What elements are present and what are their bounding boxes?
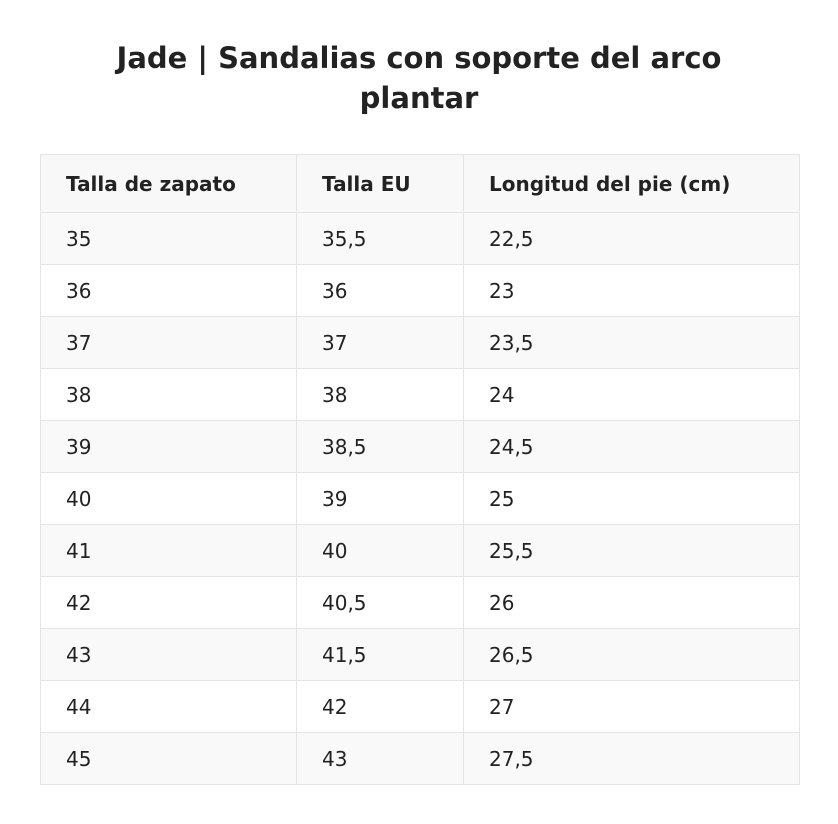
table-row: 40 39 25 [40,472,800,525]
cell-eu-size: 43 [296,732,464,785]
cell-foot-length: 23 [463,264,800,317]
cell-foot-length: 26 [463,576,800,629]
cell-shoe-size: 36 [40,264,297,317]
cell-eu-size: 42 [296,680,464,733]
table-row: 37 37 23,5 [40,316,800,369]
cell-foot-length: 24,5 [463,420,800,473]
table-row: 42 40,5 26 [40,576,800,629]
table-row: 38 38 24 [40,368,800,421]
cell-eu-size: 38 [296,368,464,421]
header-foot-length: Longitud del pie (cm) [463,154,800,213]
cell-eu-size: 36 [296,264,464,317]
cell-shoe-size: 39 [40,420,297,473]
table-body: 35 35,5 22,5 36 36 23 37 37 23,5 38 38 2… [40,212,800,785]
cell-shoe-size: 42 [40,576,297,629]
table-row: 39 38,5 24,5 [40,420,800,473]
table-row: 44 42 27 [40,680,800,733]
cell-foot-length: 27 [463,680,800,733]
header-shoe-size: Talla de zapato [40,154,297,213]
cell-shoe-size: 41 [40,524,297,577]
size-chart-table: Talla de zapato Talla EU Longitud del pi… [40,154,800,785]
page-title: Jade | Sandalias con soporte del arco pl… [116,41,722,115]
cell-eu-size: 40,5 [296,576,464,629]
cell-foot-length: 23,5 [463,316,800,369]
table-row: 41 40 25,5 [40,524,800,577]
table-row: 36 36 23 [40,264,800,317]
cell-shoe-size: 35 [40,212,297,265]
cell-eu-size: 35,5 [296,212,464,265]
cell-eu-size: 41,5 [296,628,464,681]
cell-foot-length: 25 [463,472,800,525]
cell-shoe-size: 37 [40,316,297,369]
cell-shoe-size: 44 [40,680,297,733]
table-row: 45 43 27,5 [40,732,800,785]
cell-foot-length: 27,5 [463,732,800,785]
cell-foot-length: 25,5 [463,524,800,577]
cell-eu-size: 37 [296,316,464,369]
cell-foot-length: 22,5 [463,212,800,265]
cell-shoe-size: 38 [40,368,297,421]
cell-eu-size: 40 [296,524,464,577]
table-row: 35 35,5 22,5 [40,212,800,265]
table-row: 43 41,5 26,5 [40,628,800,681]
cell-eu-size: 38,5 [296,420,464,473]
table-header: Talla de zapato Talla EU Longitud del pi… [40,154,800,213]
cell-foot-length: 24 [463,368,800,421]
table-header-row: Talla de zapato Talla EU Longitud del pi… [40,154,800,213]
cell-eu-size: 39 [296,472,464,525]
cell-shoe-size: 45 [40,732,297,785]
cell-shoe-size: 40 [40,472,297,525]
cell-shoe-size: 43 [40,628,297,681]
cell-foot-length: 26,5 [463,628,800,681]
header-eu-size: Talla EU [296,154,464,213]
